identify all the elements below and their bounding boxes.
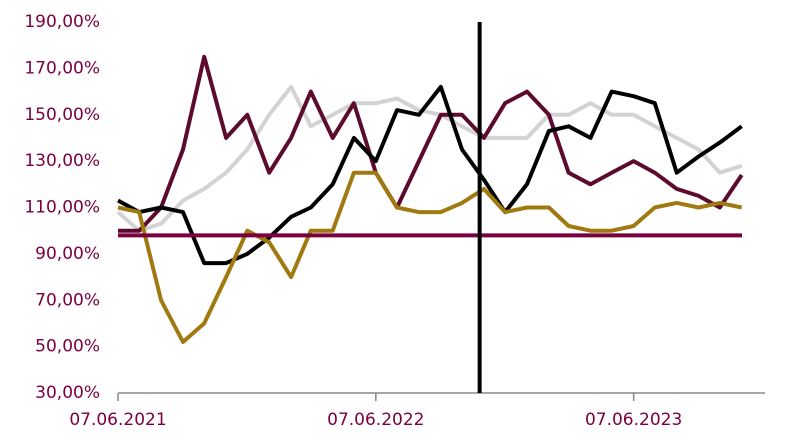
y-tick-label: 90,00% (35, 244, 100, 264)
series-line (118, 54, 744, 233)
y-tick-label: 170,00% (24, 58, 100, 78)
series-line (117, 170, 743, 344)
y-tick-label: 190,00% (24, 12, 100, 32)
x-tick-label: 07.06.2022 (327, 410, 424, 430)
y-tick-label: 110,00% (24, 198, 100, 218)
series-line (116, 84, 743, 233)
x-tick-label: 07.06.2021 (69, 410, 166, 430)
y-tick-label: 50,00% (35, 337, 100, 357)
y-tick-label: 130,00% (24, 151, 100, 171)
y-tick-label: 150,00% (24, 105, 100, 125)
x-tick-label: 07.06.2023 (585, 410, 682, 430)
y-tick-label: 30,00% (35, 383, 100, 403)
y-tick-label: 70,00% (35, 290, 100, 310)
series-line (117, 84, 743, 266)
